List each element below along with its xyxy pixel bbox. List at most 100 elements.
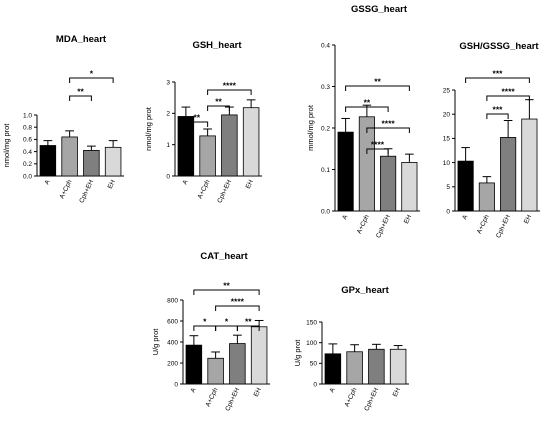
y-tick-label: 1.0 — [23, 112, 32, 119]
significance-label: * — [90, 69, 94, 79]
bar-A+Cph — [347, 352, 363, 384]
y-axis-label: nmol/mg prot — [2, 123, 11, 168]
bar-A — [338, 132, 353, 211]
y-tick-label: 0.4 — [321, 42, 330, 49]
significance-bracket — [216, 326, 238, 331]
bar-EH — [390, 349, 406, 384]
category-label: A+Cph — [205, 387, 220, 408]
bar-Cph+EH — [369, 349, 385, 384]
y-tick-label: 0.2 — [23, 161, 32, 168]
bar-A+Cph — [62, 137, 78, 176]
bar-Cph+EH — [84, 150, 100, 176]
category-label: Cph+EH — [495, 214, 512, 240]
significance-label: **** — [231, 297, 245, 307]
y-tick-label: 0.1 — [321, 167, 330, 174]
significance-label: **** — [371, 140, 385, 150]
significance-label: **** — [223, 81, 237, 91]
category-label: A — [341, 213, 349, 220]
category-label: A+Cph — [356, 214, 371, 235]
significance-bracket — [466, 78, 530, 83]
category-label: EH — [523, 214, 533, 225]
significance-label: ** — [223, 281, 230, 291]
bar-Cph+EH — [222, 115, 238, 176]
y-tick-label: 100 — [306, 340, 317, 347]
category-label: Cph+EH — [78, 179, 95, 205]
bar-A+Cph — [208, 358, 224, 384]
significance-label: ** — [215, 97, 222, 107]
y-tick-label: 25 — [443, 87, 451, 94]
y-axis-label: U/g prot — [151, 328, 160, 356]
y-tick-label: 20 — [443, 112, 451, 119]
category-label: Cph+EH — [375, 214, 392, 240]
bar-EH — [105, 147, 121, 176]
significance-label: * — [225, 317, 229, 327]
category-label: Cph+EH — [224, 387, 241, 413]
significance-bracket — [70, 96, 92, 101]
significance-label: **** — [502, 87, 516, 97]
category-label: A — [190, 386, 198, 393]
chart-title: GSH_heart — [192, 40, 242, 51]
category-label: A — [461, 213, 469, 220]
category-label: Cph+EH — [216, 179, 233, 205]
y-tick-label: 0.4 — [23, 149, 32, 156]
y-tick-label: 150 — [306, 319, 317, 326]
significance-label: ** — [77, 87, 84, 97]
category-label: A — [329, 386, 337, 393]
chart-panel-1: MDA_heart 0.0 0.2 0.4 0.6 0.8 1.0 nmol/mg prot A… — [2, 34, 124, 204]
y-tick-label: 0 — [166, 173, 170, 180]
significance-label: * — [203, 317, 207, 327]
significance-bracket — [346, 86, 410, 91]
y-tick-label: 200 — [167, 360, 178, 367]
category-label: EH — [245, 179, 255, 190]
significance-label: *** — [493, 69, 504, 79]
category-label: A — [44, 178, 52, 185]
bar-EH — [402, 162, 417, 211]
chart-panel-3: GSSG_heart 0.0 0.1 0.2 0.3 0.4 mmol/mg prot A A+… — [306, 4, 420, 239]
bar-A — [186, 345, 202, 384]
y-tick-label: 0.0 — [321, 208, 330, 215]
y-tick-label: 10 — [443, 160, 451, 167]
y-tick-label: 0.0 — [23, 173, 32, 180]
bar-Cph+EH — [230, 344, 246, 384]
chart-title: GSSG_heart — [351, 4, 408, 15]
category-label: A+Cph — [344, 387, 359, 408]
bar-EH — [522, 119, 537, 211]
bar-A — [40, 146, 56, 177]
y-tick-label: 0 — [446, 208, 450, 215]
y-tick-label: 0 — [313, 381, 317, 388]
y-axis-label: nmol/mg prot — [144, 106, 153, 151]
bar-A+Cph — [479, 183, 494, 211]
significance-label: ** — [193, 113, 200, 123]
y-tick-label: 400 — [167, 339, 178, 346]
chart-panel-4: GSH/GSSG_heart 0 5 10 15 20 25 A A+Cph Cph+EH EH **… — [443, 41, 540, 239]
significance-bracket — [487, 96, 530, 101]
chart-panel-2: GSH_heart 0 1 2 3 nmol/mg prot A A+Cph Cph+EH EH *… — [144, 40, 262, 204]
y-axis-label: mmol/mg prot — [306, 104, 315, 151]
bar-Cph+EH — [500, 137, 515, 211]
chart-panel-6: GPx_heart050100150U/g protA A+Cph Cph+EH EH — [293, 285, 409, 412]
category-label: EH — [107, 179, 117, 190]
y-tick-label: 15 — [443, 136, 451, 143]
significance-bracket — [194, 326, 216, 331]
y-axis-label: U/g prot — [293, 339, 302, 367]
significance-bracket — [487, 114, 508, 119]
significance-label: **** — [382, 119, 396, 129]
bar-A — [325, 354, 341, 384]
significance-label: ** — [364, 98, 371, 108]
significance-label: *** — [493, 105, 504, 115]
y-tick-label: 0.6 — [23, 137, 32, 144]
significance-bracket — [194, 290, 259, 295]
significance-label: ** — [374, 77, 381, 87]
y-tick-label: 0.2 — [321, 125, 330, 132]
y-tick-label: 1 — [166, 142, 170, 149]
category-label: A+Cph — [59, 179, 74, 200]
category-label: EH — [253, 387, 263, 398]
y-tick-label: 0 — [174, 381, 178, 388]
category-label: EH — [403, 214, 413, 225]
bar-Cph+EH — [380, 156, 395, 211]
chart-title: MDA_heart — [56, 34, 107, 45]
bar-A+Cph — [200, 136, 216, 176]
chart-title: CAT_heart — [200, 251, 248, 262]
y-tick-label: 0.8 — [23, 125, 32, 132]
chart-title: GSH/GSSG_heart — [459, 41, 539, 52]
